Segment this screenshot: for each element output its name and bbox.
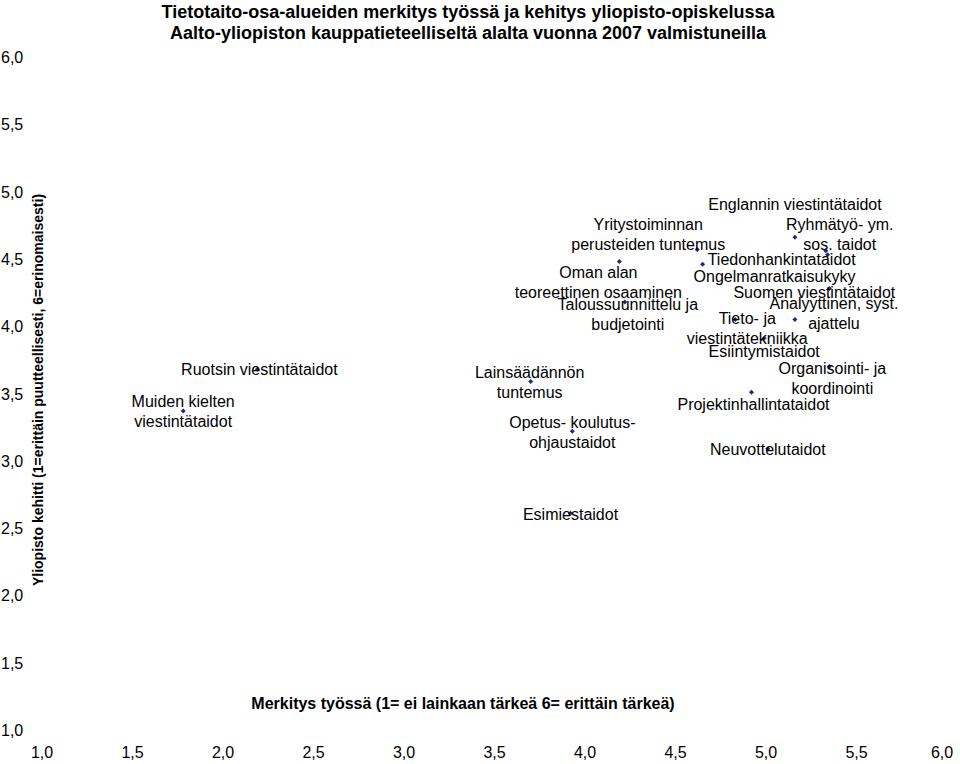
point-label-line: Projektinhallintataidot bbox=[677, 396, 830, 413]
point-label: Englannin viestintätaidot bbox=[708, 196, 882, 213]
point-label: Organisointi- ja koordinointi bbox=[779, 360, 887, 397]
point-label-line: Esimiestaidot bbox=[523, 506, 619, 523]
x-tick-label: 2,0 bbox=[212, 744, 234, 761]
y-tick-label: 4,5 bbox=[1, 251, 23, 268]
point-label-line: Lainsäädännön bbox=[475, 364, 584, 381]
point-label: Ryhmätyö- ym. sos. taidot bbox=[786, 216, 894, 253]
point-label: Projektinhallintataidot bbox=[677, 396, 830, 413]
subtitle: Aalto-yliopiston kauppatieteelliseltä al… bbox=[170, 23, 767, 43]
x-axis-label: Merkitys työssä (1= ei lainkaan tärkeä 6… bbox=[251, 695, 674, 712]
x-tick-label: 1,0 bbox=[31, 744, 53, 761]
point-label: Analyyttinen, syst. ajattelu bbox=[769, 295, 898, 332]
x-tick-label: 3,0 bbox=[393, 744, 415, 761]
y-tick-label: 2,0 bbox=[1, 587, 23, 604]
x-tick-label: 5,5 bbox=[845, 744, 867, 761]
point-label-line: Organisointi- ja bbox=[779, 360, 887, 377]
point-label: Esimiestaidot bbox=[523, 506, 619, 523]
point-label-line: koordinointi bbox=[791, 380, 873, 397]
y-tick-label: 4,0 bbox=[1, 318, 23, 335]
point-label: Ongelmanratkaisukyky bbox=[694, 268, 856, 285]
point-label-line: Oman alan bbox=[559, 264, 637, 281]
point-label-line: ajattelu bbox=[808, 315, 860, 332]
y-tick-label: 1,5 bbox=[1, 655, 23, 672]
y-tick-label: 6,0 bbox=[1, 49, 23, 66]
point-label-line: Opetus- koulutus- bbox=[509, 414, 635, 431]
x-tick-label: 6,0 bbox=[931, 744, 953, 761]
point-label-line: Analyyttinen, syst. bbox=[769, 295, 898, 312]
chart: Tietotaito-osa-alueiden merkitys työssä … bbox=[0, 0, 960, 764]
point-label-line: Tiedonhankintataidot bbox=[708, 251, 857, 268]
point-label: Taloussuunnittelu ja budjetointi bbox=[558, 296, 699, 333]
point-label-line: budjetointi bbox=[591, 316, 664, 333]
y-tick-label: 2,5 bbox=[1, 520, 23, 537]
point-label-line: sos. taidot bbox=[803, 236, 876, 253]
point-label-line: ohjaustaidot bbox=[529, 434, 616, 451]
point bbox=[749, 390, 754, 395]
point-label: Ruotsin viestintätaidot bbox=[181, 361, 338, 378]
point-label: Tiedonhankintataidot bbox=[708, 251, 857, 268]
point-label-line: Muiden kielten bbox=[132, 393, 235, 410]
point-label-line: Ruotsin viestintätaidot bbox=[181, 361, 338, 378]
point-label-line: Yritystoiminnan bbox=[594, 216, 703, 233]
x-tick-label: 1,5 bbox=[121, 744, 143, 761]
y-tick-label: 5,5 bbox=[1, 116, 23, 133]
y-tick-label: 3,5 bbox=[1, 386, 23, 403]
point bbox=[792, 235, 797, 240]
point-label-line: Ongelmanratkaisukyky bbox=[694, 268, 856, 285]
point-label: Esiintymistaidot bbox=[709, 343, 821, 360]
x-tick-label: 4,0 bbox=[574, 744, 596, 761]
point bbox=[792, 317, 797, 322]
point-label-line: Tieto- ja bbox=[719, 310, 776, 327]
point-label: Tieto- javiestintätekniikka bbox=[687, 310, 808, 347]
y-tick-label: 3,0 bbox=[1, 453, 23, 470]
x-tick-label: 4,5 bbox=[664, 744, 686, 761]
point-label-line: viestintätaidot bbox=[134, 413, 232, 430]
point-label: Opetus- koulutus-ohjaustaidot bbox=[509, 414, 635, 451]
y-tick-label: 5,0 bbox=[1, 184, 23, 201]
point-label-line: Neuvottelutaidot bbox=[710, 441, 826, 458]
point-label-line: Ryhmätyö- ym. bbox=[786, 216, 894, 233]
x-tick-label: 3,5 bbox=[483, 744, 505, 761]
point-label: Muiden kielten viestintätaidot bbox=[132, 393, 235, 430]
x-tick-label: 5,0 bbox=[755, 744, 777, 761]
point-label-line: Esiintymistaidot bbox=[709, 343, 821, 360]
point-label-line: Taloussuunnittelu ja bbox=[558, 296, 699, 313]
title: Tietotaito-osa-alueiden merkitys työssä … bbox=[162, 2, 776, 22]
point-label: Neuvottelutaidot bbox=[710, 441, 826, 458]
y-axis-label: Yliopisto kehitti (1=erittäin puutteelli… bbox=[30, 194, 46, 586]
point bbox=[700, 262, 705, 267]
point-label-line: perusteiden tuntemus bbox=[571, 236, 725, 253]
y-tick-label: 1,0 bbox=[1, 722, 23, 739]
point-label: Lainsäädännön tuntemus bbox=[475, 364, 584, 401]
point-label-line: tuntemus bbox=[497, 384, 563, 401]
point-label-line: Englannin viestintätaidot bbox=[708, 196, 882, 213]
x-tick-label: 2,5 bbox=[302, 744, 324, 761]
point-label: Yritystoiminnan perusteiden tuntemus bbox=[571, 216, 725, 253]
